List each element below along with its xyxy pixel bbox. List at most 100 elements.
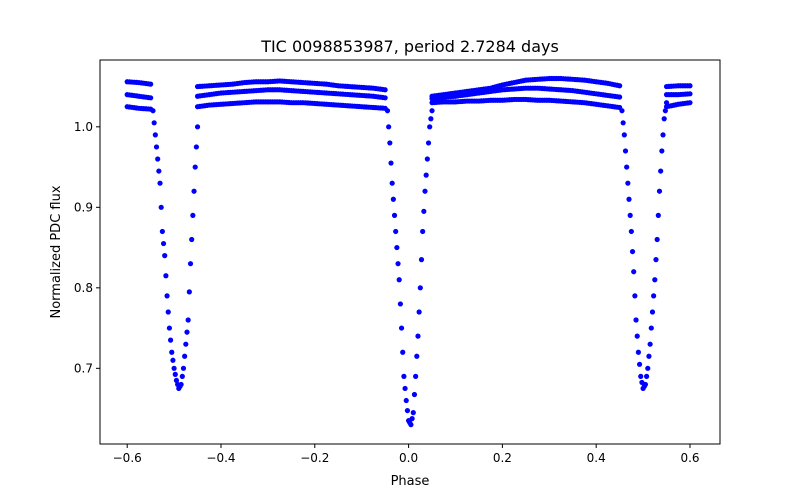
x-axis-label: Phase <box>391 474 430 489</box>
data-point-secondary-right <box>658 168 664 174</box>
data-point-secondary-left <box>194 124 201 130</box>
data-point-primary <box>408 422 414 428</box>
data-point-secondary-right <box>651 293 657 299</box>
data-point-secondary-right <box>633 317 639 323</box>
data-point-secondary-right <box>656 188 663 194</box>
data-point-secondary-right <box>654 236 660 243</box>
x-axis: −0.6 −0.4 −0.2 0.0 0.2 0.4 0.6 <box>113 444 700 465</box>
data-point-primary <box>398 325 405 331</box>
data-point-primary <box>416 309 422 315</box>
data-point-primary <box>420 228 426 235</box>
data-point-primary <box>425 140 432 146</box>
data-point-secondary-left <box>165 309 171 315</box>
data-point-secondary-left <box>167 337 174 343</box>
x-tick-label: −0.6 <box>113 451 142 465</box>
data-point-primary <box>400 349 406 355</box>
data-point-secondary-left <box>193 144 199 150</box>
data-point-secondary-left <box>150 108 156 114</box>
data-point-secondary-left <box>190 212 196 218</box>
data-point-lower <box>687 100 693 106</box>
data-point-secondary-left <box>169 349 175 355</box>
data-point-secondary-right <box>663 100 670 106</box>
data-point-upper <box>148 81 154 87</box>
data-point-primary <box>386 124 392 130</box>
data-point-secondary-left <box>192 164 198 170</box>
x-tick-label: −0.4 <box>206 451 235 465</box>
data-point-middle <box>382 95 388 101</box>
data-point-primary <box>413 373 419 379</box>
data-point-primary <box>421 208 427 214</box>
data-point-secondary-left <box>159 228 165 235</box>
data-point-upper <box>687 83 693 89</box>
data-point-secondary-left <box>189 236 195 243</box>
data-point-secondary-left <box>152 132 158 138</box>
data-point-secondary-right <box>662 108 668 114</box>
data-point-primary <box>387 140 393 146</box>
y-tick-label: 0.8 <box>74 281 93 295</box>
data-point-secondary-left <box>170 357 176 363</box>
data-point-secondary-right <box>649 309 656 315</box>
data-point-primary <box>428 116 434 122</box>
data-point-secondary-right <box>661 116 667 122</box>
data-point-secondary-left <box>179 373 185 379</box>
data-point-secondary-left <box>158 204 164 210</box>
data-point-secondary-right <box>659 148 665 154</box>
data-point-secondary-right <box>629 248 636 255</box>
data-point-secondary-right <box>646 353 652 359</box>
data-point-secondary-right <box>625 180 631 186</box>
data-point-secondary-right <box>627 212 633 218</box>
x-tick-label: 0.2 <box>493 451 512 465</box>
data-point-secondary-left <box>157 180 163 186</box>
data-point-secondary-right <box>624 164 630 170</box>
data-point-middle <box>687 91 693 97</box>
data-point-upper <box>617 83 623 89</box>
y-axis: 0.7 0.8 0.9 1.0 <box>74 120 100 375</box>
y-tick-label: 0.7 <box>74 361 93 375</box>
data-point-secondary-right <box>635 349 641 355</box>
data-point-secondary-left <box>162 253 168 259</box>
data-point-primary <box>415 333 421 339</box>
data-point-upper <box>382 87 388 93</box>
data-point-secondary-left <box>151 120 157 126</box>
chart-title: TIC 0098853987, period 2.7284 days <box>260 37 559 56</box>
data-point-secondary-left <box>183 341 189 347</box>
data-point-secondary-right <box>652 277 658 283</box>
data-point-secondary-left <box>171 365 177 371</box>
data-point-primary <box>396 277 402 283</box>
data-point-secondary-right <box>644 373 650 379</box>
data-point-secondary-right <box>636 361 643 367</box>
data-point-primary <box>404 407 411 414</box>
data-point-primary <box>403 397 409 404</box>
x-tick-label: 0.4 <box>587 451 606 465</box>
data-point-primary <box>427 124 433 130</box>
data-point-secondary-left <box>156 168 162 174</box>
data-point-secondary-right <box>631 269 637 275</box>
y-axis-label: Normalized PDC flux <box>49 185 64 318</box>
data-point-primary <box>384 108 391 114</box>
data-point-primary <box>417 285 423 291</box>
data-point-secondary-right <box>642 381 649 388</box>
data-point-primary <box>424 156 430 162</box>
data-point-primary <box>409 416 415 422</box>
data-point-secondary-left <box>160 240 167 247</box>
data-point-secondary-left <box>185 317 191 323</box>
data-point-primary <box>414 353 420 359</box>
data-point-secondary-left <box>155 156 161 162</box>
data-point-secondary-right <box>645 365 651 371</box>
data-point-secondary-left <box>164 293 170 299</box>
data-point-secondary-right <box>619 108 625 114</box>
data-point-secondary-left <box>166 325 173 331</box>
data-point-secondary-left <box>172 371 178 377</box>
data-point-secondary-right <box>653 257 659 263</box>
data-point-secondary-right <box>647 341 653 347</box>
data-point-secondary-left <box>180 365 187 371</box>
data-point-primary <box>397 301 403 307</box>
data-point-primary <box>390 196 396 202</box>
data-point-secondary-right <box>621 132 627 138</box>
data-point-primary <box>401 373 407 379</box>
data-point-primary <box>388 160 394 166</box>
data-point-secondary-left <box>163 273 169 279</box>
data-point-secondary-left <box>182 353 188 359</box>
data-point-secondary-right <box>626 196 632 202</box>
